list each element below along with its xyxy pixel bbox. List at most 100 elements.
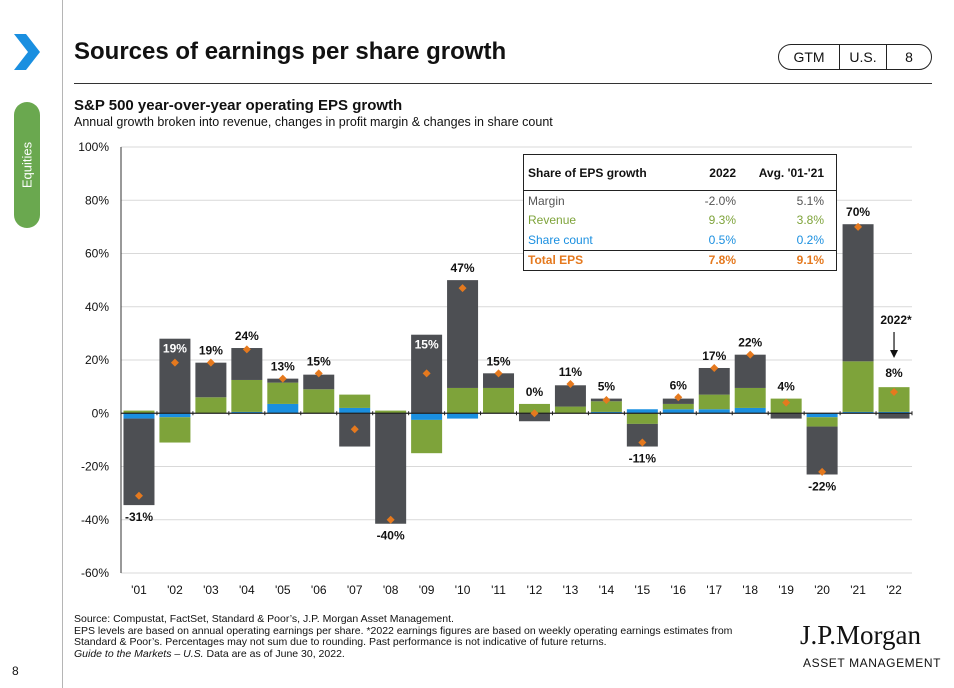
- annotation-arrowhead: [890, 350, 899, 358]
- table-cell: 5.1%: [796, 193, 824, 208]
- x-tick-label: '10: [455, 583, 471, 597]
- total-eps-marker: [638, 438, 647, 447]
- data-label: 15%: [415, 338, 439, 352]
- gtm-badge: GTM U.S. 8: [778, 44, 932, 70]
- bar-revenue: [411, 419, 443, 454]
- data-label: -22%: [808, 479, 836, 493]
- total-eps-marker: [782, 398, 791, 407]
- data-label: 6%: [670, 378, 688, 392]
- badge-page: 8: [905, 49, 913, 65]
- table-cell-label: Revenue: [528, 213, 577, 228]
- data-label: 11%: [559, 365, 583, 379]
- table-cell-label: Margin: [528, 193, 565, 208]
- bar-margin: [626, 423, 658, 447]
- x-tick-label: '12: [527, 583, 543, 597]
- jpmorgan-logo: J.P.Morgan: [800, 620, 922, 650]
- bar-revenue: [590, 401, 622, 412]
- total-eps-marker: [278, 374, 287, 383]
- table-cell: 3.8%: [796, 213, 824, 228]
- data-label: -31%: [125, 510, 153, 524]
- bar-revenue: [123, 410, 155, 414]
- x-tick-label: '04: [239, 583, 255, 597]
- badge-gtm: GTM: [779, 45, 840, 69]
- footnote-line: Guide to the Markets – U.S. Data are as …: [74, 647, 794, 661]
- x-tick-label: '05: [275, 583, 291, 597]
- table-row: Share count 0.5% 0.2%: [524, 230, 836, 250]
- x-tick-label: '08: [383, 583, 399, 597]
- bar-share-count: [447, 413, 479, 419]
- y-tick-label: -20%: [81, 460, 109, 474]
- chevron-right-icon: [14, 34, 40, 70]
- total-eps-marker: [422, 369, 431, 378]
- section-tab-equities[interactable]: Equities: [14, 102, 40, 228]
- total-eps-marker: [710, 363, 719, 372]
- data-label: 19%: [163, 342, 187, 356]
- bar-revenue: [662, 403, 694, 410]
- x-tick-label: '17: [706, 583, 722, 597]
- bar-revenue: [734, 387, 766, 408]
- x-tick-label: '22: [886, 583, 902, 597]
- bar-revenue: [483, 387, 515, 414]
- total-eps-marker: [602, 395, 611, 404]
- x-tick-label: '11: [491, 583, 506, 597]
- logo-subtitle: ASSET MANAGEMENT: [803, 656, 942, 670]
- bar-margin: [159, 338, 191, 414]
- bar-share-count: [339, 407, 371, 414]
- y-tick-label: 60%: [85, 247, 109, 261]
- total-eps-marker: [458, 284, 467, 293]
- bar-revenue: [698, 394, 730, 410]
- total-eps-marker: [242, 345, 251, 354]
- total-eps-marker: [818, 467, 827, 476]
- total-eps-marker: [890, 387, 899, 396]
- x-tick-label: '19: [778, 583, 794, 597]
- eps-share-table: Share of EPS growth 2022 Avg. '01-'21 Ma…: [523, 154, 837, 271]
- bar-margin: [842, 224, 874, 362]
- y-tick-label: 80%: [85, 193, 109, 207]
- x-tick-label: '14: [599, 583, 615, 597]
- bar-margin: [770, 413, 802, 419]
- bar-revenue: [626, 413, 658, 424]
- table-cell: 7.8%: [708, 253, 736, 268]
- data-label: 15%: [307, 354, 331, 368]
- footnote-line: Standard & Poor’s. Percentages may not s…: [74, 636, 607, 648]
- table-cell: 0.5%: [708, 232, 736, 247]
- bar-margin: [483, 373, 515, 388]
- data-label: 4%: [777, 380, 795, 394]
- table-row: Total EPS 7.8% 9.1%: [524, 249, 836, 271]
- data-label: -40%: [377, 529, 405, 543]
- chart-subtitle: Annual growth broken into revenue, chang…: [74, 115, 553, 129]
- bar-revenue: [375, 410, 407, 414]
- x-tick-label: '13: [563, 583, 579, 597]
- bar-revenue: [842, 361, 874, 412]
- data-as-of: Data are as of June 30, 2022.: [203, 647, 345, 660]
- bar-revenue: [806, 417, 838, 427]
- table-cell-label: Share count: [528, 232, 593, 247]
- total-eps-marker: [566, 379, 575, 388]
- bar-margin: [734, 354, 766, 388]
- page-title: Sources of earnings per share growth: [74, 38, 507, 65]
- data-label: 13%: [271, 360, 295, 374]
- bar-margin: [698, 367, 730, 395]
- y-tick-label: -60%: [81, 566, 109, 580]
- x-tick-label: '21: [850, 583, 866, 597]
- data-label: 19%: [199, 344, 223, 358]
- table-header: Share of EPS growth: [528, 165, 647, 180]
- data-label: 0%: [526, 385, 544, 399]
- bar-share-count: [231, 411, 263, 414]
- bar-revenue: [159, 417, 191, 443]
- bar-margin: [195, 362, 227, 398]
- data-label: 5%: [598, 380, 616, 394]
- x-tick-label: '01: [131, 583, 147, 597]
- table-cell-label: Total EPS: [528, 253, 584, 268]
- table-cell: 9.1%: [796, 253, 824, 268]
- bar-share-count: [662, 409, 694, 414]
- x-tick-label: '15: [635, 583, 651, 597]
- y-tick-label: -40%: [81, 513, 109, 527]
- bar-revenue: [303, 389, 335, 414]
- bar-share-count: [734, 407, 766, 414]
- bar-revenue: [339, 394, 371, 408]
- badge-region: U.S.: [840, 45, 887, 69]
- bar-share-count: [626, 409, 658, 414]
- source-note: Source: Compustat, FactSet, Standard & P…: [74, 613, 454, 625]
